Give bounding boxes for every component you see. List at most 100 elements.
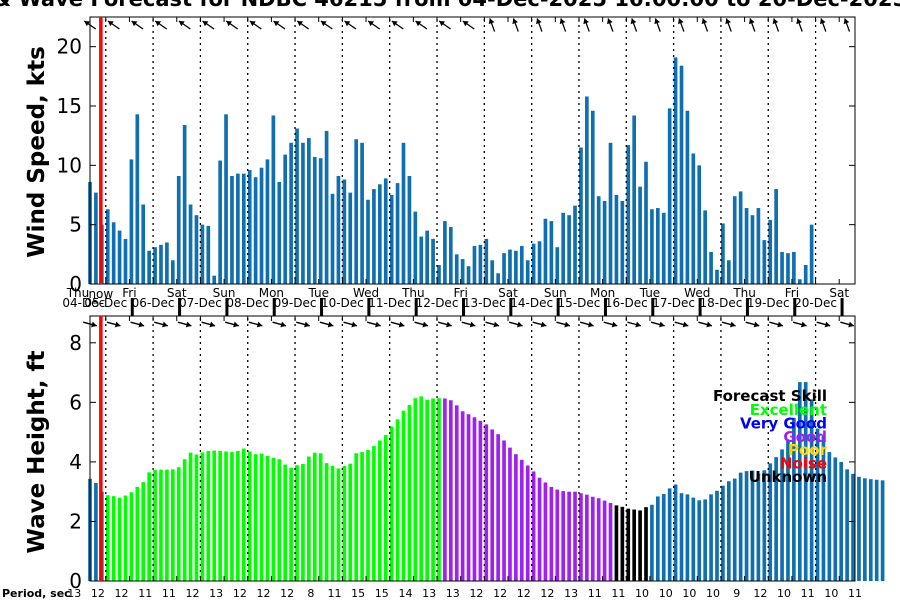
wave-bar <box>466 414 471 581</box>
chart-title: & Wave Forecast for NDBC 46215 from 04-D… <box>0 0 900 11</box>
wind-bar <box>153 247 157 284</box>
wave-bar <box>212 450 217 581</box>
direction-arrow-icon <box>630 18 638 32</box>
date-label: 08-Dec <box>226 296 269 310</box>
wind-bar <box>141 204 146 284</box>
date-label: 19-Dec <box>747 296 790 310</box>
direction-arrow-icon <box>154 321 168 328</box>
wave-bar <box>407 405 412 581</box>
wave-bar <box>726 481 731 581</box>
wave-bar <box>271 457 276 581</box>
period-value-label: 14 <box>398 587 412 600</box>
wave-bar <box>218 450 222 581</box>
direction-arrow-icon <box>367 20 381 30</box>
date-block-separator <box>651 298 655 316</box>
wave-bar <box>318 453 323 581</box>
wave-bar <box>685 494 690 581</box>
wind-bar <box>466 266 471 284</box>
arrow-head <box>162 321 168 328</box>
period-value-label: 13 <box>564 587 578 600</box>
period-value-label: 10 <box>777 587 791 600</box>
day-name-label: Sun <box>544 286 567 300</box>
wind-bar <box>194 215 199 284</box>
arrow-head <box>564 321 570 328</box>
date-label: 07-Dec <box>179 296 222 310</box>
date-block-separator <box>462 298 466 316</box>
arrow-head <box>138 321 145 328</box>
arrow-head <box>469 321 476 328</box>
wave-bar <box>874 479 879 581</box>
date-block-separator <box>745 298 749 316</box>
wind-bar <box>786 253 790 284</box>
date-label: 06-Dec <box>132 296 175 310</box>
wind-bar <box>206 225 211 284</box>
period-value-label: 10 <box>824 587 838 600</box>
wave-bar <box>129 492 134 581</box>
legend-item: Good <box>783 428 827 446</box>
wave-bar <box>561 491 566 581</box>
period-value-label: 12 <box>91 587 105 600</box>
wind-bar <box>307 138 311 284</box>
wind-bar <box>585 96 589 284</box>
wave-bar <box>715 490 719 581</box>
arrow-head <box>630 18 637 25</box>
wave-bar <box>324 463 329 581</box>
wind-bar <box>502 253 506 284</box>
arrow-head <box>819 18 826 25</box>
wind-bar <box>413 211 418 284</box>
direction-arrow-icon <box>225 321 239 328</box>
arrow-head <box>488 18 495 25</box>
date-block-separator <box>225 298 229 316</box>
direction-arrow-icon <box>273 20 286 30</box>
wave-bar <box>833 457 838 581</box>
wind-bar <box>111 222 116 284</box>
wave-bar <box>431 398 435 581</box>
wind-bar <box>265 159 270 284</box>
wind-bar <box>732 196 737 284</box>
wave-bar <box>596 498 601 581</box>
wave-bar <box>454 405 459 581</box>
wind-bar <box>366 199 370 284</box>
direction-arrow-icon <box>296 321 310 328</box>
wind-bar <box>543 218 548 284</box>
wind-bar <box>377 184 382 284</box>
wave-bar <box>780 449 784 581</box>
wave-bar <box>165 469 169 581</box>
period-value-label: 11 <box>801 587 815 600</box>
arrow-head <box>540 321 547 328</box>
arrow-head <box>777 321 783 328</box>
direction-arrow-icon <box>559 18 567 32</box>
date-label: 17-Dec <box>652 296 695 310</box>
arrow-head <box>706 321 712 328</box>
wind-bar <box>165 242 169 284</box>
y-tick-label: 2 <box>69 509 82 533</box>
wind-bar <box>519 246 524 284</box>
wave-bar <box>182 459 187 581</box>
wind-bar <box>626 145 631 284</box>
period-value-label: 11 <box>327 587 341 600</box>
direction-arrow-icon <box>485 321 500 328</box>
wind-bar <box>283 154 288 284</box>
wave-bar <box>283 464 288 581</box>
wind-bar <box>650 209 654 284</box>
date-block-separator <box>320 298 324 316</box>
wind-bar <box>135 114 140 284</box>
wave-bar <box>531 471 536 581</box>
wave-bar <box>377 440 382 581</box>
wind-bar <box>703 210 707 284</box>
wind-bar <box>236 173 240 284</box>
legend-item: Noise <box>780 455 827 473</box>
day-name-label: Tue <box>639 286 661 300</box>
wave-bar <box>460 411 465 581</box>
wave-height-panel: 0 2 4 6 8 13 12 12 11 11 12 13 12 12 12 8 11 15 15 14 13 13 12… <box>67 315 885 600</box>
wind-bar <box>673 57 678 285</box>
direction-arrow-icon <box>319 321 334 328</box>
direction-arrow-icon <box>725 18 732 32</box>
direction-arrow-icon <box>488 18 496 32</box>
wave-bar <box>809 399 814 581</box>
wave-bar <box>768 463 773 581</box>
wave-bar <box>585 494 589 581</box>
wave-bar <box>608 502 613 581</box>
direction-arrow-icon <box>83 321 97 328</box>
period-value-label: 9 <box>733 587 740 600</box>
